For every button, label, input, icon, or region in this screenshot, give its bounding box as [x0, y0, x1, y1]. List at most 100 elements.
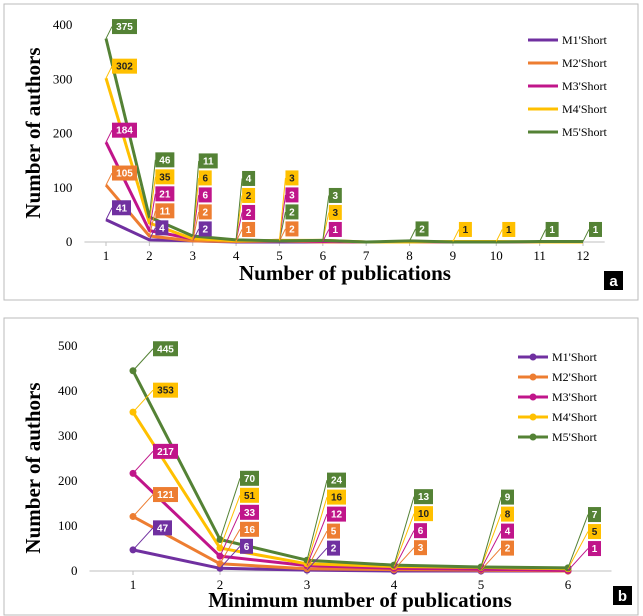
panel-letter-box — [604, 271, 623, 290]
label-box — [242, 204, 256, 220]
value-label: 13 — [418, 492, 430, 503]
label-box — [240, 487, 259, 503]
value-label: 3 — [289, 173, 295, 184]
label-leader — [393, 547, 415, 570]
label-leader — [306, 496, 328, 564]
label-box — [153, 520, 172, 536]
label-box — [153, 443, 178, 459]
legend-label: M1'Short — [562, 33, 608, 47]
value-label: 70 — [244, 474, 256, 485]
label-leader — [279, 228, 286, 242]
value-label: 11 — [160, 206, 171, 217]
value-label: 2 — [202, 224, 208, 235]
series-line — [131, 472, 569, 573]
x-tick-label: 3 — [304, 577, 311, 592]
x-tick-label: 7 — [363, 248, 370, 263]
legend-label: M2'Short — [562, 56, 608, 70]
label-leader — [219, 545, 241, 569]
legend-label: M4'Short — [562, 102, 608, 116]
label-box — [155, 203, 175, 219]
label-leader — [105, 65, 113, 79]
label-leader — [480, 547, 502, 571]
x-tick-label: 2 — [217, 577, 224, 592]
label-leader — [306, 530, 328, 569]
value-label: 121 — [157, 490, 174, 501]
panel-letter-box — [613, 586, 632, 605]
label-box — [588, 507, 601, 523]
value-label: 41 — [116, 203, 128, 214]
value-label: 2 — [289, 207, 295, 218]
value-label: 16 — [244, 525, 256, 536]
legend-marker — [529, 433, 537, 441]
x-tick-label: 3 — [189, 248, 196, 263]
label-box — [545, 221, 559, 237]
value-label: 353 — [157, 386, 174, 397]
value-label: 4 — [159, 223, 165, 234]
x-tick-label: 8 — [406, 248, 413, 263]
value-label: 105 — [116, 169, 133, 180]
label-box — [327, 472, 346, 488]
value-label: 184 — [116, 126, 133, 137]
value-label: 2 — [419, 224, 425, 235]
series-line — [131, 370, 569, 570]
label-leader — [235, 229, 243, 242]
value-label: 9 — [505, 493, 511, 504]
value-label: 2 — [246, 191, 252, 202]
label-leader — [393, 530, 415, 569]
value-label: 6 — [202, 190, 208, 201]
label-leader — [322, 229, 330, 242]
y-tick-label: 100 — [53, 180, 73, 195]
label-leader — [567, 531, 589, 569]
value-label: 2 — [331, 544, 337, 555]
value-label: 4 — [505, 527, 511, 538]
x-tick-label: 9 — [450, 248, 457, 263]
label-box — [155, 152, 175, 168]
x-tick-label: 4 — [391, 577, 398, 592]
value-label: 3 — [333, 191, 339, 202]
value-label: 1 — [593, 225, 599, 236]
label-box — [588, 541, 601, 557]
label-box — [501, 540, 514, 556]
y-axis-label: Number of authors — [21, 382, 45, 553]
label-box — [155, 169, 175, 185]
value-label: 46 — [159, 155, 171, 166]
label-box — [458, 221, 472, 237]
label-leader — [105, 26, 113, 39]
legend-label: M3'Short — [562, 79, 608, 93]
label-leader — [480, 496, 502, 568]
value-label: 35 — [159, 172, 171, 183]
label-box — [414, 523, 427, 539]
x-axis-label: Number of publications — [239, 261, 451, 285]
label-box — [501, 523, 514, 539]
label-leader — [582, 229, 590, 242]
label-leader — [306, 513, 328, 566]
label-leader — [105, 172, 113, 186]
y-tick-label: 0 — [71, 563, 78, 578]
value-label: 445 — [157, 344, 174, 355]
value-label: 51 — [244, 491, 256, 502]
value-label: 16 — [331, 493, 343, 504]
legend-marker — [529, 353, 537, 361]
x-tick-label: 6 — [320, 248, 327, 263]
label-leader — [132, 451, 154, 474]
y-tick-label: 400 — [58, 383, 78, 398]
label-leader — [192, 228, 200, 242]
legend-label: M5'Short — [562, 125, 608, 139]
label-box — [285, 204, 299, 220]
value-label: 375 — [116, 22, 133, 33]
label-leader — [278, 177, 286, 241]
label-box — [198, 153, 218, 169]
label-leader — [306, 547, 328, 571]
label-leader — [452, 229, 460, 242]
y-axis-label: Number of authors — [21, 47, 45, 218]
value-label: 4 — [246, 174, 252, 185]
label-box — [328, 187, 342, 203]
value-label: 1 — [506, 225, 512, 236]
label-box — [153, 487, 178, 503]
label-leader — [219, 478, 241, 540]
value-label: 11 — [203, 156, 214, 167]
label-leader — [192, 160, 200, 237]
label-leader — [322, 195, 330, 241]
label-box — [501, 506, 514, 522]
value-label: 217 — [157, 447, 174, 458]
